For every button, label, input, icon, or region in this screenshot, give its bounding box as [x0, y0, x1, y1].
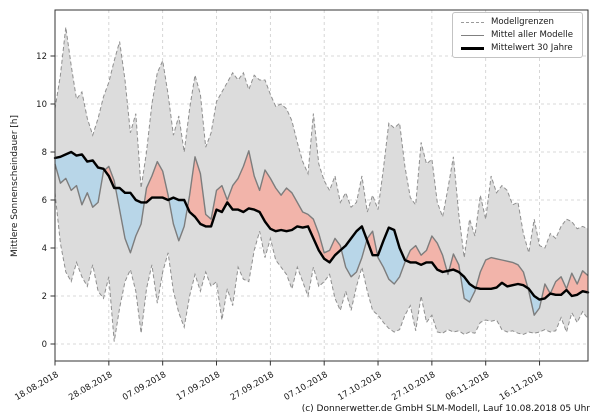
gray-line-swatch-icon [460, 34, 484, 36]
dashed-line-swatch-icon [460, 21, 484, 23]
y-tick-label: 4 [42, 244, 47, 254]
black-line-swatch-icon [460, 46, 484, 50]
legend-label: Mittelwert 30 Jahre [490, 43, 573, 53]
legend-item-modellgrenzen: Modellgrenzen [460, 17, 573, 27]
y-tick-label: 2 [42, 292, 47, 302]
climate-mean-30y-line [53, 150, 590, 301]
mean-below-climate-fill [115, 188, 144, 253]
legend-label: Mittel aller Modelle [490, 30, 573, 40]
mean-above-climate-fill [367, 231, 377, 256]
mean-above-climate-fill [188, 150, 341, 263]
y-tick-label: 10 [36, 100, 47, 110]
mean-below-climate-fill [55, 152, 104, 208]
legend-label: Modellgrenzen [490, 17, 554, 27]
chart-legend: Modellgrenzen Mittel aller Modelle Mitte… [451, 12, 583, 58]
y-tick-label: 12 [36, 52, 47, 62]
axes-frame [54, 9, 589, 362]
y-tick-label: 0 [42, 340, 47, 350]
model-envelope-upper-line [54, 27, 589, 258]
mean-above-climate-fill [449, 254, 459, 272]
y-tick-label: 8 [42, 148, 47, 158]
legend-item-mittel-aller-modelle: Mittel aller Modelle [460, 30, 573, 40]
copyright-credit: (c) Donnerwetter.de GmbH SLM-Modell, Lau… [301, 404, 590, 414]
model-envelope-lower-line [54, 192, 589, 342]
y-tick-label: 6 [42, 196, 47, 206]
y-axis-label: Mittlere Sonnenscheindauer [h] [10, 115, 20, 257]
mean-above-climate-fill [406, 236, 447, 272]
mean-below-climate-fill [341, 226, 366, 277]
legend-item-mittelwert-30-jahre: Mittelwert 30 Jahre [460, 43, 573, 53]
mean-above-climate-fill [476, 257, 528, 289]
model-mean-line [54, 150, 589, 316]
mean-below-climate-fill [528, 288, 541, 316]
